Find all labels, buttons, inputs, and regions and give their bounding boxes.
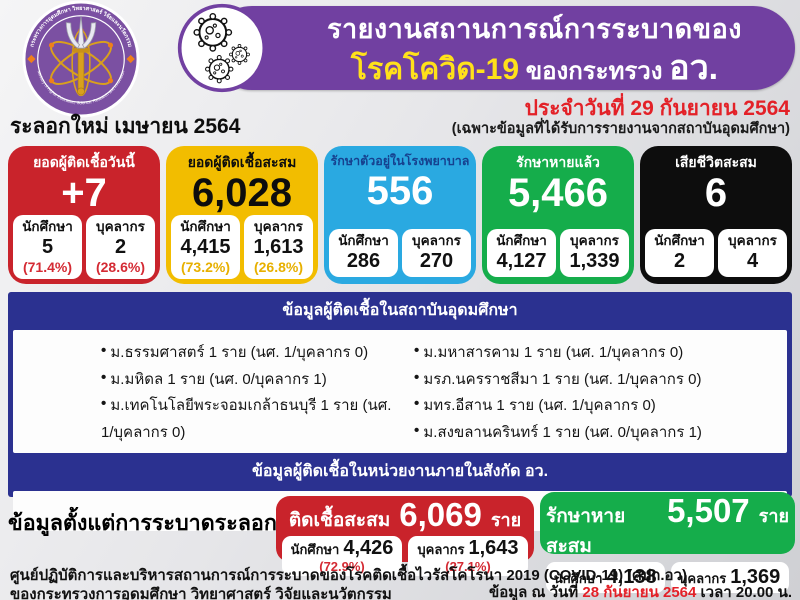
sum-value: 6,069 xyxy=(399,496,482,533)
card-value: 556 xyxy=(366,168,434,213)
staff-cell: บุคลากร 1,643 (27.1%) xyxy=(408,536,528,576)
asof-date: 28 กันยายน 2564 xyxy=(582,584,697,600)
card-title: เสียชีวิตสะสม xyxy=(675,154,757,170)
stat-card-deaths: เสียชีวิตสะสม 6 นักศึกษา 2 บุคลากร 4 xyxy=(640,146,792,284)
sum-unit: ราย xyxy=(490,510,522,530)
ministry-seal-logo: กระทรวงการอุดมศึกษา วิทยาศาสตร์ วิจัยและ… xyxy=(22,0,140,118)
ministry-abbr: อว. xyxy=(669,48,719,87)
report-date: ประจำวันที่ 29 กันยายน 2564 xyxy=(524,97,790,120)
list-item: มทร.อีสาน 1 ราย (นศ. 1/บุคลากร 0) xyxy=(414,393,787,420)
stat-card-recovered: รักษาหายแล้ว 5,466 นักศึกษา 4,127 บุคลาก… xyxy=(482,146,634,284)
report-title-line2: โรคโควิด-19 ของกระทรวง อว. xyxy=(282,48,787,89)
sum-unit: ราย xyxy=(758,506,789,526)
title-banner-text: รายงานสถานการณ์การระบาดของ โรคโควิด-19 ข… xyxy=(282,13,787,89)
trident-emblem xyxy=(65,15,97,96)
virus-icon xyxy=(177,3,267,93)
staff-box: บุคลากร 270 xyxy=(402,229,471,277)
card-value: 5,466 xyxy=(507,170,609,215)
wave-label: ระลอกใหม่ เมษายน 2564 xyxy=(10,115,241,138)
students-box: นักศึกษา 4,415 (73.2%) xyxy=(171,215,240,279)
first-wave-infected-box: ติดเชื้อสะสม 6,069 ราย นักศึกษา 4,426 (72… xyxy=(276,496,534,576)
staff-box: บุคลากร 2 (28.6%) xyxy=(86,215,155,279)
stat-card-hospitalized: รักษาตัวอยู่ในโรงพยาบาล 556 นักศึกษา 286… xyxy=(324,146,476,284)
list-item: ม.สงขลานครินทร์ 1 ราย (นศ. 0/บุคลากร 1) xyxy=(414,420,787,447)
report-title-line1: รายงานสถานการณ์การระบาดของ xyxy=(327,14,742,44)
students-box: นักศึกษา 4,127 xyxy=(487,229,556,277)
agencies-section-title: ข้อมูลผู้ติดเชื้อในหน่วยงานภายในสังกัด อ… xyxy=(251,462,549,480)
card-title: ยอดผู้ติดเชื้อวันนี้ xyxy=(33,154,135,170)
title-banner: รายงานสถานการณ์การระบาดของ โรคโควิด-19 ข… xyxy=(210,6,795,90)
list-item: ม.มหาสารคาม 1 ราย (นศ. 1/บุคลากร 0) xyxy=(414,340,787,367)
students-cell: นักศึกษา 4,426 (72.9%) xyxy=(282,536,402,576)
students-box: นักศึกษา 286 xyxy=(329,229,398,277)
students-box: นักศึกษา 5 (71.4%) xyxy=(13,215,82,279)
list-item: ม.ธรรมศาสตร์ 1 ราย (นศ. 1/บุคลากร 0) xyxy=(101,340,400,367)
stat-cards-row: ยอดผู้ติดเชื้อวันนี้ +7 นักศึกษา 5 (71.4… xyxy=(8,146,792,284)
list-item: มรภ.นครราชสีมา 1 ราย (นศ. 1/บุคลากร 0) xyxy=(414,367,787,394)
card-value: 6 xyxy=(704,170,728,215)
students-cell: นักศึกษา 4,138 xyxy=(546,562,665,593)
universities-list: ม.ธรรมศาสตร์ 1 ราย (นศ. 1/บุคลากร 0) ม.ม… xyxy=(13,330,787,453)
staff-box: บุคลากร 1,339 xyxy=(560,229,629,277)
list-item: ม.เทคโนโลยีพระจอมเกล้าธนบุรี 1 ราย (นศ. … xyxy=(101,393,400,446)
stat-card-new-cases: ยอดผู้ติดเชื้อวันนี้ +7 นักศึกษา 5 (71.4… xyxy=(8,146,160,284)
card-value: 6,028 xyxy=(191,170,293,215)
ministry-text: ของกระทรวง xyxy=(525,57,663,85)
data-asof: ข้อมูล ณ วันที่ 28 กันยายน 2564 เวลา 20.… xyxy=(489,584,792,600)
students-box: นักศึกษา 2 xyxy=(645,229,714,277)
staff-box: บุคลากร 1,613 (26.8%) xyxy=(244,215,313,279)
footer-org-line1: ศูนย์ปฏิบัติการและบริหารสถานการณ์การระบา… xyxy=(10,567,687,584)
sum-title: ติดเชื้อสะสม xyxy=(288,510,391,531)
sum-title: รักษาหายสะสม xyxy=(546,506,626,557)
list-item: ม.มหิดล 1 ราย (นศ. 0/บุคลากร 1) xyxy=(101,367,400,394)
card-title: รักษาหายแล้ว xyxy=(516,154,600,170)
universities-section-title: ข้อมูลผู้ติดเชื้อในสถาบันอุดมศึกษา xyxy=(282,302,518,319)
covid-title: โรคโควิด-19 xyxy=(350,52,520,86)
card-title: รักษาตัวอยู่ในโรงพยาบาล xyxy=(330,154,470,168)
first-wave-label: ข้อมูลตั้งแต่การระบาดระลอกแรก xyxy=(8,511,316,535)
staff-cell: บุคลากร 1,369 xyxy=(670,562,789,593)
stat-card-total-cases: ยอดผู้ติดเชื้อสะสม 6,028 นักศึกษา 4,415 … xyxy=(166,146,318,284)
detail-panel: ข้อมูลผู้ติดเชื้อในสถาบันอุดมศึกษา ม.ธรร… xyxy=(8,292,792,531)
sum-value: 5,507 xyxy=(667,492,750,529)
card-value: +7 xyxy=(61,170,107,215)
report-date-note: (เฉพาะข้อมูลที่ได้รับการรายงานจากสถาบันอ… xyxy=(451,121,790,137)
footer-org-line2: ของกระทรวงการอุดมศึกษา วิทยาศาสตร์ วิจัย… xyxy=(10,586,392,600)
card-title: ยอดผู้ติดเชื้อสะสม xyxy=(187,154,297,170)
staff-box: บุคลากร 4 xyxy=(718,229,787,277)
first-wave-recovered-box: รักษาหายสะสม 5,507 ราย นักศึกษา 4,138 บุค… xyxy=(540,492,795,593)
